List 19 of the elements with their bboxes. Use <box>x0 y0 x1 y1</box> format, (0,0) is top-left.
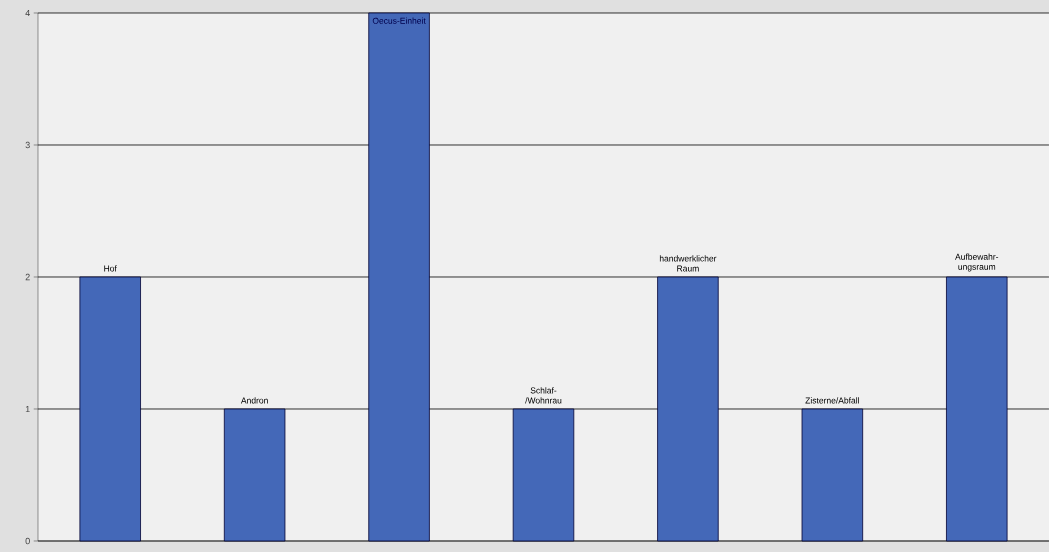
y-tick-label: 1 <box>25 405 30 413</box>
x-tick-label: Aufbewahr-ungsraum <box>955 253 999 272</box>
bar <box>801 408 864 542</box>
bar <box>657 276 719 542</box>
bar <box>223 408 286 542</box>
x-tick-label: Schlaf-/Wohnrau <box>525 387 562 404</box>
bar <box>512 408 575 542</box>
y-tick-label: 0 <box>25 537 30 545</box>
x-tick-label: Oecus-Einheit <box>372 17 426 24</box>
x-tick-label: Andron <box>240 397 268 404</box>
x-tick-label: Hof <box>104 265 117 272</box>
x-tick-label: Zisterne/Abfall <box>805 397 859 404</box>
y-tick-label: 2 <box>25 273 30 281</box>
bar <box>368 12 430 542</box>
bar <box>946 276 1008 542</box>
y-tick-label: 4 <box>25 9 30 17</box>
bar <box>79 276 141 542</box>
x-tick-label: handwerklicher Raum <box>659 255 717 272</box>
y-tick-label: 3 <box>25 141 30 149</box>
